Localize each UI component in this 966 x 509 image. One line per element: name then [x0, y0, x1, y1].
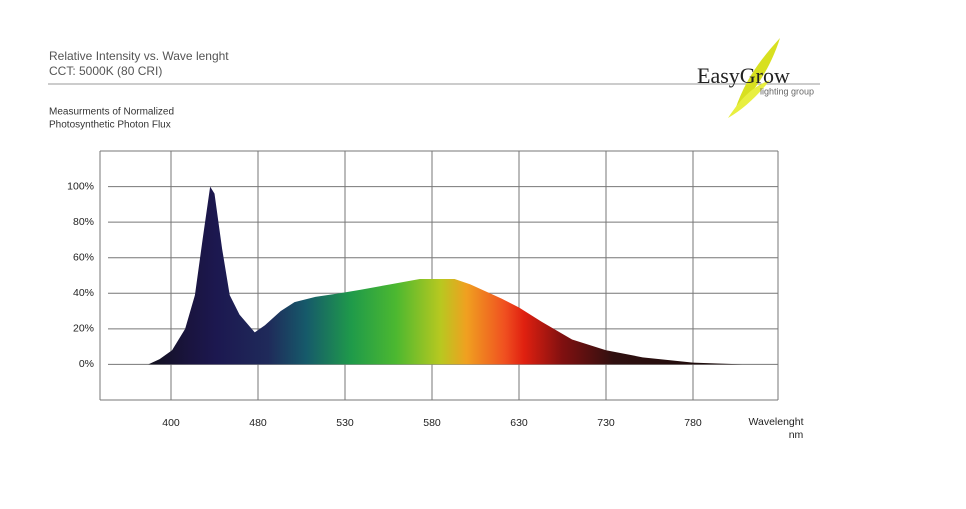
y-tick-label: 20% — [73, 323, 94, 335]
x-tick-label: 530 — [336, 417, 354, 429]
title: Relative Intensity vs. Wave lenght — [49, 49, 229, 63]
logo-leaf — [728, 80, 770, 118]
chart-title: Measurments of Normalized — [49, 107, 174, 118]
logo-leaf — [735, 38, 780, 110]
spectrum-area — [148, 186, 778, 365]
x-tick-label: 400 — [162, 417, 180, 429]
chart-subtitle: Photosynthetic Photon Flux — [49, 120, 171, 131]
logo-name: EasyGrow — [697, 63, 790, 88]
x-axis-unit: nm — [789, 429, 804, 441]
x-tick-label: 780 — [684, 417, 702, 429]
y-tick-label: 60% — [73, 251, 94, 263]
y-tick-label: 80% — [73, 216, 94, 228]
subtitle: CCT: 5000K (80 CRI) — [49, 64, 162, 78]
y-tick-label: 40% — [73, 287, 94, 299]
y-tick-label: 0% — [79, 358, 94, 370]
x-tick-label: 580 — [423, 417, 441, 429]
x-tick-label: 480 — [249, 417, 267, 429]
x-tick-label: 630 — [510, 417, 528, 429]
x-axis-label: Wavelenght — [748, 416, 803, 428]
x-tick-label: 730 — [597, 417, 615, 429]
logo-tagline: lighting group — [760, 86, 814, 96]
y-tick-label: 100% — [67, 180, 94, 192]
